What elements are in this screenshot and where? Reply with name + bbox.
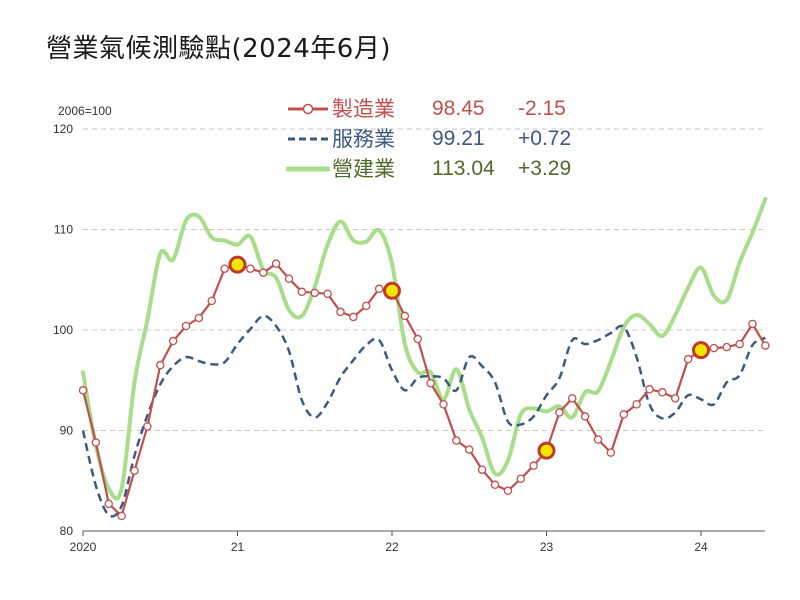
manufacturing-point	[78, 386, 88, 395]
manufacturing-point	[91, 438, 101, 447]
highlighted-point	[692, 341, 710, 360]
manufacturing-point	[246, 264, 255, 273]
manufacturing-point	[568, 394, 577, 403]
manufacturing-point	[555, 408, 564, 417]
manufacturing-point	[181, 321, 191, 331]
manufacturing-point	[374, 284, 384, 294]
manufacturing-point	[117, 511, 126, 521]
legend-item-manufacturing: 製造業 98.45 -2.15	[286, 94, 616, 124]
manufacturing-point	[284, 274, 294, 283]
manufacturing-point	[658, 388, 667, 397]
legend-name-services: 服務業	[332, 127, 395, 151]
series-line-services	[81, 314, 766, 518]
manufacturing-point	[477, 465, 487, 474]
manufacturing-point	[310, 288, 319, 298]
manufacturing-point	[155, 360, 165, 370]
x-tick-label: 21	[231, 540, 245, 554]
manufacturing-point	[426, 379, 435, 388]
manufacturing-point	[683, 354, 693, 364]
manufacturing-point	[490, 480, 500, 490]
manufacturing-point	[439, 400, 448, 409]
x-tick-label: 23	[540, 540, 554, 554]
manufacturing-point	[452, 436, 461, 445]
series-line-construction	[81, 196, 768, 501]
manufacturing-point	[258, 268, 268, 277]
manufacturing-point	[297, 287, 307, 297]
manufacturing-point	[709, 343, 719, 353]
manufacturing-point	[593, 435, 603, 444]
manufacturing-point	[323, 289, 332, 299]
legend-value-services: 99.21	[432, 127, 485, 150]
manufacturing-point	[529, 461, 538, 470]
base-year-label: 2006=100	[58, 104, 112, 118]
manufacturing-point	[632, 400, 641, 409]
highlighted-point	[228, 255, 247, 274]
legend-change-construction: +3.29	[518, 157, 572, 180]
manufacturing-point	[748, 319, 757, 329]
legend-item-services: 服務業 99.21 +0.72	[286, 124, 616, 154]
manufacturing-point	[722, 342, 732, 352]
manufacturing-point	[645, 385, 654, 394]
manufacturing-point	[735, 339, 744, 349]
legend-swatch-construction	[286, 166, 330, 172]
y-tick-label: 90	[60, 424, 74, 438]
y-tick-label: 100	[53, 323, 73, 337]
legend-swatch-services	[288, 137, 328, 141]
manufacturing-point	[761, 341, 770, 350]
manufacturing-point	[271, 259, 281, 268]
x-tick-label: 24	[694, 540, 708, 554]
legend-swatch-manufacturing	[288, 103, 328, 115]
y-tick-label: 110	[54, 223, 73, 237]
legend-value-construction: 113.04	[432, 157, 495, 180]
manufacturing-point	[207, 296, 216, 306]
legend-name-construction: 營建業	[332, 157, 395, 181]
x-tick-label: 2020	[70, 540, 97, 554]
legend-name-manufacturing: 製造業	[332, 97, 395, 121]
chart-title: 營業氣候測驗點(2024年6月)	[46, 34, 391, 64]
legend: 製造業 98.45 -2.15 服務業 99.21 +0.72 營建業 113.…	[286, 94, 616, 184]
highlighted-point	[537, 441, 556, 460]
manufacturing-point	[194, 313, 204, 323]
manufacturing-point	[143, 422, 152, 431]
manufacturing-point	[464, 445, 474, 454]
manufacturing-point	[400, 311, 410, 321]
manufacturing-point	[606, 448, 616, 457]
manufacturing-point	[220, 264, 229, 273]
manufacturing-point	[349, 312, 358, 322]
x-tick-label: 22	[385, 540, 399, 554]
legend-change-services: +0.72	[518, 127, 572, 150]
manufacturing-point	[580, 412, 590, 421]
legend-change-manufacturing: -2.15	[518, 97, 566, 120]
manufacturing-point	[104, 499, 114, 509]
manufacturing-point	[336, 307, 345, 317]
y-tick-label: 80	[60, 524, 74, 538]
manufacturing-point	[619, 410, 629, 419]
highlighted-point	[383, 281, 401, 300]
manufacturing-point	[130, 466, 139, 475]
manufacturing-point	[361, 301, 371, 311]
manufacturing-point	[671, 394, 680, 403]
manufacturing-point	[413, 334, 422, 344]
legend-value-manufacturing: 98.45	[432, 97, 485, 120]
manufacturing-point	[503, 486, 513, 496]
y-tick-label: 120	[53, 122, 73, 136]
manufacturing-point	[516, 474, 526, 483]
legend-item-construction: 營建業 113.04 +3.29	[286, 154, 616, 184]
manufacturing-point	[168, 336, 178, 346]
